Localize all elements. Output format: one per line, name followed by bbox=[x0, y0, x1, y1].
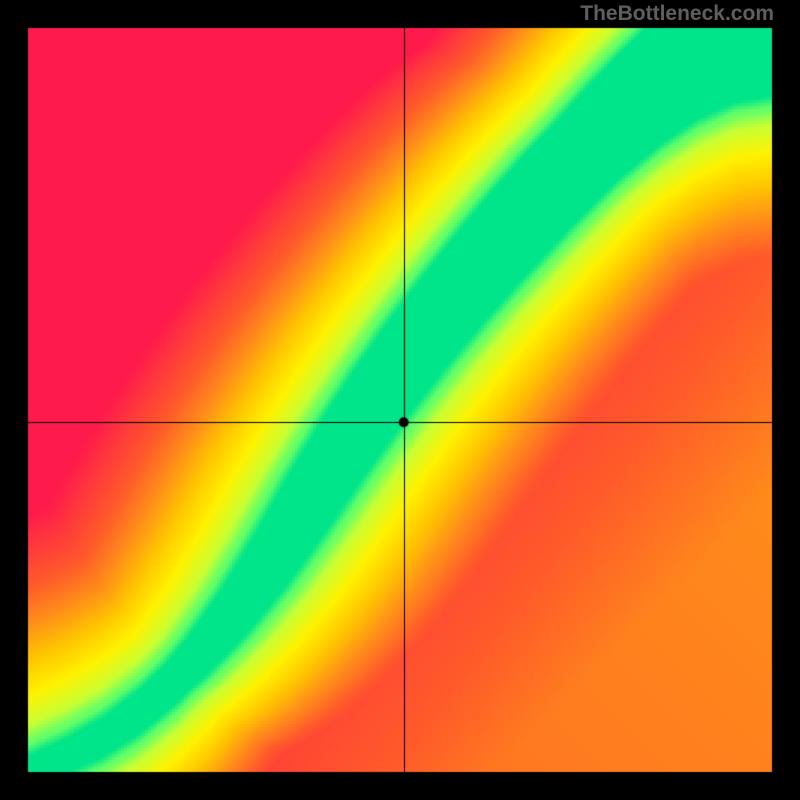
watermark-text: TheBottleneck.com bbox=[580, 2, 774, 26]
bottleneck-heatmap bbox=[0, 0, 800, 800]
